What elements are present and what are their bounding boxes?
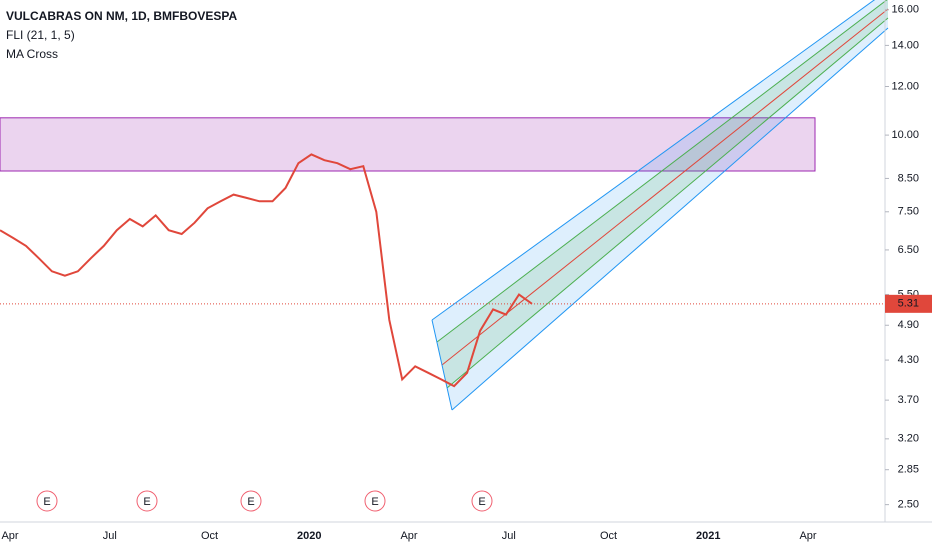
y-tick-label: 3.70 <box>898 394 919 406</box>
y-tick-label: 6.50 <box>898 244 919 256</box>
y-tick-label: 7.50 <box>898 206 919 218</box>
indicator-label: FLI (21, 1, 5) <box>6 28 75 42</box>
x-tick-label: Apr <box>799 530 816 542</box>
y-tick-label: 3.20 <box>898 433 919 445</box>
earnings-label: E <box>143 496 150 508</box>
y-tick-label: 4.30 <box>898 354 919 366</box>
earnings-marker <box>240 490 262 512</box>
x-tick-label: Apr <box>400 530 417 542</box>
earnings-marker <box>471 490 493 512</box>
earnings-label: E <box>247 496 254 508</box>
earnings-marker <box>36 490 58 512</box>
earnings-marker <box>136 490 158 512</box>
earnings-label: E <box>371 496 378 508</box>
y-tick-label: 8.50 <box>898 172 919 184</box>
x-tick-label: Apr <box>1 530 18 542</box>
y-tick-label: 16.00 <box>891 4 919 16</box>
indicator-label: MA Cross <box>6 47 58 61</box>
y-tick-label: 4.90 <box>898 319 919 331</box>
last-price-tag <box>885 294 932 313</box>
x-tick-label: Jul <box>502 530 516 542</box>
price-line <box>0 153 533 388</box>
y-tick-label: 10.00 <box>891 129 919 141</box>
earnings-marker <box>364 490 386 512</box>
x-tick-label: Oct <box>201 530 218 542</box>
x-tick-label: 2021 <box>696 530 720 542</box>
regression-channel <box>431 0 889 411</box>
y-tick-label: 2.50 <box>898 499 919 511</box>
x-tick-label: 2020 <box>297 530 321 542</box>
last-price-label: 5.31 <box>898 298 919 310</box>
x-tick-label: Oct <box>600 530 617 542</box>
y-tick-label: 2.85 <box>898 464 919 476</box>
earnings-label: E <box>43 496 50 508</box>
chart-title: VULCABRAS ON NM, 1D, BMFBOVESPA <box>6 9 237 23</box>
y-tick-label: 14.00 <box>891 39 919 51</box>
x-tick-label: Jul <box>103 530 117 542</box>
resistance-zone <box>0 117 816 172</box>
earnings-label: E <box>478 496 485 508</box>
y-tick-label: 12.00 <box>891 80 919 92</box>
